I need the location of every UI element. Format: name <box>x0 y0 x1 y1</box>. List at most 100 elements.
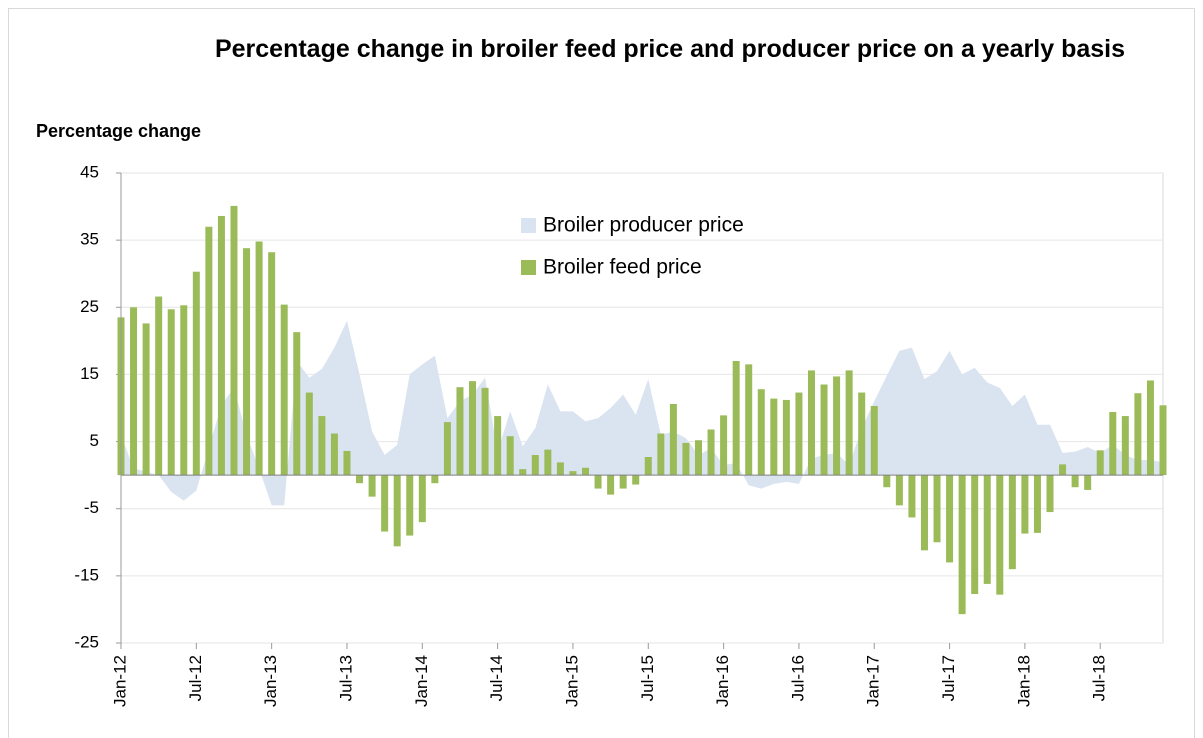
bar <box>958 475 966 615</box>
bar <box>1121 416 1129 476</box>
bar <box>1071 475 1079 488</box>
bar <box>908 475 916 518</box>
bar <box>368 475 376 497</box>
x-tick-label: Jan-16 <box>713 655 732 707</box>
bar <box>883 475 891 488</box>
bar <box>318 416 326 476</box>
bar <box>381 475 389 532</box>
bar <box>720 415 728 476</box>
bar <box>330 433 338 476</box>
bar <box>556 462 564 476</box>
bar <box>582 467 590 476</box>
bar <box>845 370 853 476</box>
bar <box>130 307 138 476</box>
bar <box>431 475 439 484</box>
bar <box>519 469 527 476</box>
y-tick-label: -25 <box>74 632 99 651</box>
bar <box>669 403 677 476</box>
bar <box>632 475 640 485</box>
bar <box>745 364 753 476</box>
bar <box>155 296 163 476</box>
bar <box>1134 393 1142 476</box>
bar <box>657 433 665 476</box>
bar <box>770 398 778 476</box>
bar <box>1033 475 1041 533</box>
bar <box>506 436 514 476</box>
y-tick-label: 25 <box>80 297 99 316</box>
bar <box>1146 380 1154 476</box>
bar <box>1008 475 1016 570</box>
bar <box>293 332 301 476</box>
bar <box>393 475 401 547</box>
bar <box>833 376 841 476</box>
bar <box>1084 475 1092 490</box>
bar <box>757 389 765 476</box>
bar <box>418 475 426 523</box>
bar <box>858 392 866 476</box>
bar <box>920 475 928 551</box>
chart-frame <box>8 8 1195 738</box>
bar <box>870 405 878 476</box>
bar <box>707 429 715 476</box>
x-tick-label: Jul-13 <box>336 655 355 701</box>
bar <box>180 305 188 476</box>
x-tick-label: Jul-18 <box>1090 655 1109 701</box>
bar <box>644 457 652 476</box>
bar <box>305 392 313 476</box>
bar <box>142 323 150 476</box>
bar <box>167 309 175 476</box>
legend-label: Broiler producer price <box>543 214 744 237</box>
bar <box>469 381 477 476</box>
bar <box>946 475 954 563</box>
bar <box>971 475 979 594</box>
y-tick-label: -15 <box>74 565 99 584</box>
x-tick-label: Jul-12 <box>186 655 205 701</box>
bar <box>996 475 1004 595</box>
bar <box>243 248 251 476</box>
bar <box>607 475 615 495</box>
area <box>121 320 1163 506</box>
bar <box>569 471 577 476</box>
x-tick-label: Jan-13 <box>261 655 280 707</box>
chart-title: Percentage change in broiler feed price … <box>214 35 1126 63</box>
legend-swatch <box>521 260 536 275</box>
bar <box>192 271 200 476</box>
bar <box>406 475 414 536</box>
legend-label: Broiler feed price <box>543 256 702 279</box>
bar <box>356 475 364 484</box>
y-tick-label: 45 <box>80 162 99 181</box>
x-tick-label: Jan-14 <box>412 655 431 707</box>
y-tick-label: -5 <box>84 498 99 517</box>
x-tick-label: Jul-16 <box>788 655 807 701</box>
bar <box>1021 475 1029 534</box>
bar <box>230 205 238 476</box>
y-tick-label: 15 <box>80 364 99 383</box>
bar <box>682 442 690 476</box>
bar <box>280 304 288 476</box>
bar <box>1159 405 1167 476</box>
y-tick-label: 35 <box>80 230 99 249</box>
bar <box>594 475 602 489</box>
bar <box>807 370 815 476</box>
x-tick-label: Jul-15 <box>638 655 657 701</box>
bar <box>933 475 941 543</box>
bar <box>1096 450 1104 476</box>
bar <box>481 387 489 476</box>
bar <box>443 422 451 476</box>
bar <box>694 440 702 476</box>
bar <box>895 475 903 506</box>
x-tick-label: Jan-15 <box>562 655 581 707</box>
legend-swatch <box>521 218 536 233</box>
bar <box>732 361 740 476</box>
bar <box>456 387 464 476</box>
bar <box>494 416 502 476</box>
x-tick-label: Jul-14 <box>487 655 506 701</box>
bar <box>782 399 790 476</box>
bar <box>619 475 627 489</box>
bar <box>1109 412 1117 476</box>
y-axis-label: Percentage change <box>36 121 201 141</box>
bar <box>217 215 225 476</box>
bar <box>343 450 351 476</box>
y-tick-label: 5 <box>90 431 99 450</box>
